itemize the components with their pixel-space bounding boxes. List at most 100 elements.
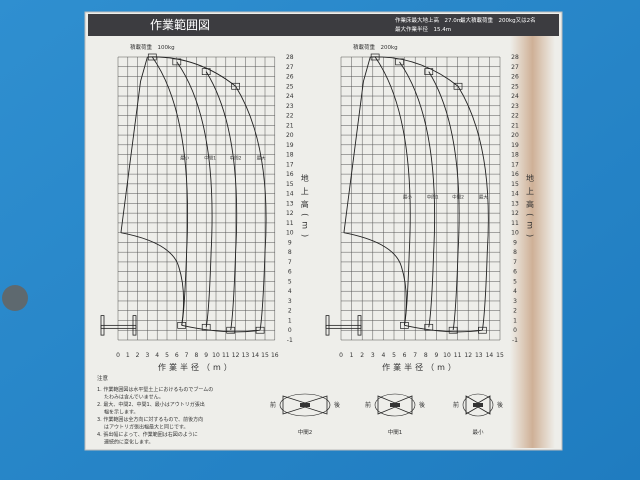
basket-icon <box>201 68 211 75</box>
note-line: 4. 張出幅によって、作業範囲は右図のように <box>97 431 198 438</box>
machine-icon <box>473 403 483 407</box>
y-tick-label: 13 <box>511 200 519 207</box>
y-tick-label: 25 <box>286 83 294 90</box>
y-tick-label: 8 <box>288 249 292 256</box>
x-tick-label: 1 <box>126 352 130 359</box>
x-axis-label: 作業半径（m） <box>158 362 235 372</box>
rust-stain <box>510 30 555 448</box>
basket-icon <box>453 82 463 90</box>
y-tick-label: 9 <box>288 239 292 246</box>
label-plate <box>84 11 563 451</box>
y-tick-label: 23 <box>286 103 294 110</box>
x-tick-label: 6 <box>175 352 179 359</box>
y-tick-label: 17 <box>511 161 519 168</box>
title: 作業範囲図 <box>150 17 210 32</box>
basket-icon <box>424 68 434 75</box>
envelope-bottom <box>404 324 483 333</box>
y-tick-label: 16 <box>511 171 519 178</box>
y-tick-label: 21 <box>511 122 519 129</box>
envelope-curve <box>235 86 267 331</box>
x-tick-label: 7 <box>413 352 417 359</box>
basket-icon <box>448 326 458 334</box>
notes-heading: 注意 <box>97 374 109 382</box>
y-tick-label: 11 <box>511 220 519 227</box>
envelope-curve <box>176 61 213 328</box>
header-band <box>88 14 559 36</box>
y-tick-label: 0 <box>288 327 292 334</box>
x-tick-label: 8 <box>424 352 428 359</box>
y-tick-label: 24 <box>286 93 294 100</box>
note-line: はアウトリガ張出幅最大と同じです。 <box>104 424 189 431</box>
x-tick-label: 13 <box>475 352 483 359</box>
x-tick-label: 0 <box>116 352 120 359</box>
y-tick-label: 12 <box>511 210 519 217</box>
machine-icon <box>300 403 310 407</box>
machine-icon <box>132 315 137 336</box>
y-tick-label: 15 <box>286 181 294 188</box>
y-tick-label: 20 <box>286 132 294 139</box>
x-tick-label: 9 <box>434 352 438 359</box>
x-tick-label: 10 <box>212 352 220 359</box>
x-tick-label: 7 <box>185 352 189 359</box>
machine-icon <box>390 403 400 407</box>
y-tick-label: 26 <box>511 74 519 81</box>
basket-icon <box>400 322 409 329</box>
y-tick-label: 9 <box>513 239 517 246</box>
x-tick-label: 12 <box>464 352 472 359</box>
y-axis-label: 地上高(m) <box>300 173 309 242</box>
curve-label: 最小 <box>180 154 189 161</box>
x-tick-label: 5 <box>165 352 169 359</box>
outrigger-range <box>374 393 416 417</box>
y-tick-label: 18 <box>286 152 294 159</box>
front-label: 前 <box>270 401 276 409</box>
x-tick-label: 12 <box>232 352 240 359</box>
basket-icon <box>177 322 187 329</box>
load-label: 積載荷重 200kg <box>353 43 398 51</box>
back-label: 後 <box>334 401 340 409</box>
x-tick-label: 0 <box>339 352 343 359</box>
back-label: 後 <box>497 401 503 409</box>
x-tick-label: 11 <box>222 352 230 359</box>
note-line: 幅を示します。 <box>104 409 139 416</box>
x-tick-label: 11 <box>454 352 462 359</box>
load-label: 積載荷重 100kg <box>130 43 175 51</box>
y-axis-label: 地上高(m) <box>526 173 535 242</box>
x-tick-label: 14 <box>486 352 494 359</box>
basket-icon <box>201 323 211 331</box>
curve-label: 中間1 <box>427 194 439 201</box>
y-tick-label: 19 <box>511 142 519 149</box>
y-tick-label: 15 <box>511 181 519 188</box>
y-tick-label: 4 <box>513 288 517 295</box>
curve-label: 最大 <box>479 194 488 201</box>
y-tick-label: 19 <box>286 142 294 149</box>
y-tick-label: 10 <box>511 230 519 237</box>
x-tick-label: 13 <box>242 352 250 359</box>
y-tick-label: 16 <box>286 171 294 178</box>
y-tick-label: -1 <box>287 337 293 344</box>
front-label: 前 <box>365 401 371 409</box>
y-tick-label: 3 <box>288 298 292 305</box>
envelope-bottom <box>181 324 261 333</box>
envelope-curve <box>457 86 489 331</box>
outrigger-range <box>462 393 494 417</box>
y-tick-label: 10 <box>286 230 294 237</box>
y-tick-label: 13 <box>286 200 294 207</box>
x-tick-label: 4 <box>155 352 159 359</box>
y-tick-label: 1 <box>288 317 292 324</box>
y-tick-label: 25 <box>511 83 519 90</box>
x-tick-label: 10 <box>443 352 451 359</box>
x-tick-label: 6 <box>403 352 407 359</box>
machine-icon <box>325 315 330 336</box>
basket-icon <box>255 326 265 334</box>
spec: 最大作業半径 15.4m <box>395 25 451 33</box>
outrigger-range <box>279 393 331 417</box>
outrigger-label: 中間1 <box>388 428 403 436</box>
envelope-inner <box>343 56 407 326</box>
x-tick-label: 2 <box>136 352 140 359</box>
y-tick-label: 22 <box>511 113 519 120</box>
envelope-top <box>147 56 236 87</box>
y-tick-label: 12 <box>286 210 294 217</box>
y-tick-label: 22 <box>286 113 294 120</box>
x-tick-label: 3 <box>371 352 375 359</box>
